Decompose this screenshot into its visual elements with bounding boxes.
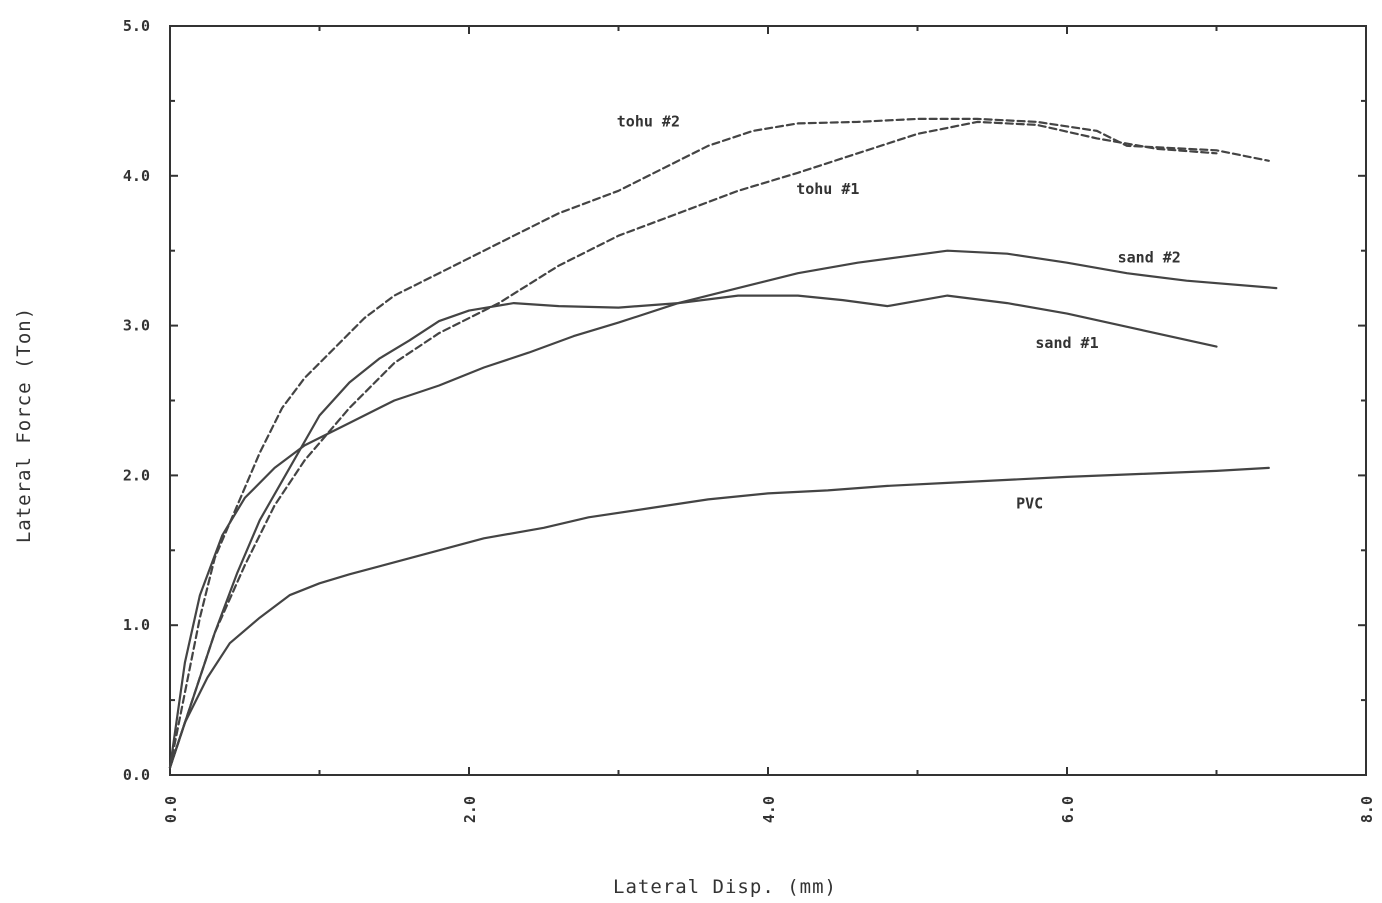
series-label: tohu #2 bbox=[617, 112, 680, 130]
series-label: tohu #1 bbox=[796, 180, 859, 198]
y-tick-label: 4.0 bbox=[123, 167, 150, 185]
y-tick-label: 3.0 bbox=[123, 317, 150, 335]
x-tick-label: 4.0 bbox=[760, 796, 778, 823]
series-line-tohu-1 bbox=[168, 120, 1218, 769]
y-tick-label: 1.0 bbox=[123, 616, 150, 634]
x-tick-label: 2.0 bbox=[461, 796, 479, 823]
series-labels: tohu #2 tohu #1 sand #2 sand #1 PVC bbox=[617, 112, 1181, 512]
series-line-pvc bbox=[168, 466, 1270, 769]
x-tick-label: 0.0 bbox=[162, 796, 180, 823]
series-line-sand-1 bbox=[168, 294, 1218, 769]
y-tick-label: 5.0 bbox=[123, 17, 150, 35]
series-layer bbox=[168, 117, 1278, 769]
axis-ticks: 0.0 1.0 2.0 3.0 4.0 5.0 0.0 2.0 4.0 6.0 8.0 bbox=[123, 17, 1376, 823]
series-line-sand-2 bbox=[168, 249, 1278, 769]
y-axis-title: Lateral Force (Ton) bbox=[13, 307, 35, 543]
series-label: sand #1 bbox=[1035, 334, 1098, 352]
x-tick-label: 6.0 bbox=[1059, 796, 1077, 823]
x-tick-label: 8.0 bbox=[1358, 796, 1376, 823]
series-label: sand #2 bbox=[1118, 249, 1181, 267]
series-line-tohu-2 bbox=[168, 117, 1270, 769]
plot-frame bbox=[169, 25, 1367, 776]
y-tick-label: 0.0 bbox=[123, 766, 150, 784]
y-tick-label: 2.0 bbox=[123, 466, 150, 484]
series-label: PVC bbox=[1016, 494, 1043, 512]
x-axis-title: Lateral Disp. (mm) bbox=[613, 876, 837, 898]
